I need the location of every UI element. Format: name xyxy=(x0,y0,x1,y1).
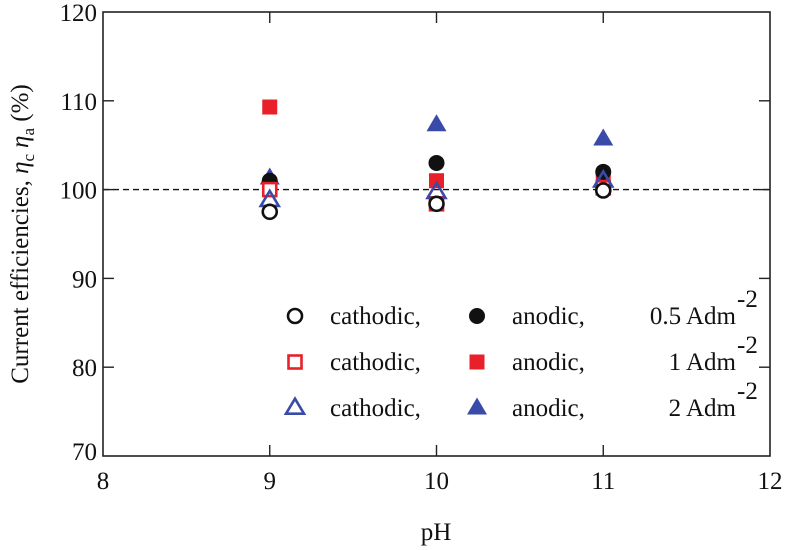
data-point xyxy=(426,114,447,132)
y-tick-label: 100 xyxy=(60,178,98,205)
data-point xyxy=(262,99,278,115)
x-tick-label: 9 xyxy=(264,468,277,495)
series-anodic-1-adm-2 xyxy=(262,99,611,189)
legend-entry: cathodic, anodic, 1 Adm-2 xyxy=(287,332,758,376)
y-axis-title-prefix: Current efficiencies, xyxy=(7,174,34,384)
legend-marker-cathodic xyxy=(283,396,307,416)
legend-entry: cathodic, anodic, 2 Adm-2 xyxy=(283,378,758,422)
legend-marker-anodic xyxy=(469,354,485,370)
y-axis-title-sub-c: c xyxy=(19,153,38,161)
legend-marker-cathodic xyxy=(286,307,304,325)
data-point xyxy=(593,128,614,146)
y-tick-label: 90 xyxy=(72,266,97,293)
legend-label-density: 0.5 Adm xyxy=(650,303,737,330)
data-point xyxy=(261,203,279,221)
legend-label-exponent: -2 xyxy=(737,332,758,359)
series-cathodic-0-5-adm-2 xyxy=(261,182,612,221)
y-tick-label: 110 xyxy=(60,89,97,116)
legend-label-exponent: -2 xyxy=(737,286,758,313)
x-axis-title: pH xyxy=(421,519,452,546)
y-axis-title: Current efficiencies, ηcηa (%) xyxy=(7,84,38,384)
plot-frame xyxy=(102,11,771,457)
data-points xyxy=(258,99,615,221)
legend-label-exponent: -2 xyxy=(737,378,758,405)
legend-label-anodic: anodic, xyxy=(512,349,585,376)
legend-marker-cathodic xyxy=(287,354,303,370)
y-axis-title-sub-a: a xyxy=(19,128,38,136)
legend-entry: cathodic, anodic, 0.5 Adm-2 xyxy=(286,286,758,330)
axis-tick-labels: 8 9 10 11 12 70 80 90 100 110 120 xyxy=(60,0,783,495)
x-tick-label: 12 xyxy=(758,468,783,495)
x-tick-label: 10 xyxy=(424,468,449,495)
legend-label-cathodic: cathodic, xyxy=(330,303,421,330)
legend-label-cathodic: cathodic, xyxy=(330,349,421,376)
y-axis-title-suffix: (%) xyxy=(7,84,34,128)
axis-ticks xyxy=(103,12,770,456)
legend-label-anodic: anodic, xyxy=(512,395,585,422)
y-tick-label: 80 xyxy=(72,355,97,382)
legend-marker-anodic xyxy=(467,397,487,415)
x-tick-label: 8 xyxy=(97,468,110,495)
legend-label-density: 1 Adm xyxy=(669,349,737,376)
data-point xyxy=(594,182,612,199)
data-point xyxy=(428,195,445,213)
data-point xyxy=(428,154,445,171)
y-tick-label: 120 xyxy=(60,0,98,27)
y-tick-label: 70 xyxy=(72,439,97,466)
plot-border xyxy=(102,11,771,457)
legend-label-anodic: anodic, xyxy=(512,303,585,330)
legend-label-cathodic: cathodic, xyxy=(330,395,421,422)
legend-label-density: 2 Adm xyxy=(669,395,737,422)
x-tick-label: 11 xyxy=(591,468,615,495)
y-axis-title-eta-c: η xyxy=(7,161,34,173)
legend-marker-anodic xyxy=(469,308,485,324)
y-axis-title-eta-a: η xyxy=(7,136,34,148)
